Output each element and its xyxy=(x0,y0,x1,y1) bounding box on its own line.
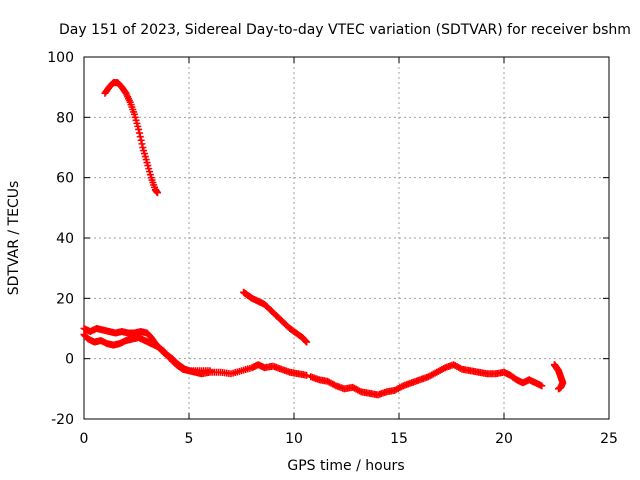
data-point xyxy=(135,129,143,137)
chart-title: Day 151 of 2023, Sidereal Day-to-day VTE… xyxy=(59,22,631,38)
data-point xyxy=(138,140,146,148)
series-arc-end xyxy=(550,361,567,393)
data-point xyxy=(302,337,310,345)
data-point xyxy=(206,367,214,375)
y-tick-label: 20 xyxy=(56,291,74,307)
y-tick-label: 0 xyxy=(65,352,74,368)
x-tick-label: 20 xyxy=(495,431,513,447)
data-point xyxy=(154,189,161,197)
x-axis-title: GPS time / hours xyxy=(287,458,404,474)
data-point xyxy=(135,125,143,133)
y-tick-label: 100 xyxy=(47,50,74,66)
grid-layer xyxy=(84,57,609,419)
data-points-layer xyxy=(80,79,567,399)
y-axis-title: SDTVAR / TECUs xyxy=(6,181,22,296)
data-point xyxy=(555,385,563,393)
x-tick-label: 25 xyxy=(600,431,618,447)
data-point xyxy=(303,371,311,379)
series-arc-mid xyxy=(240,288,311,346)
y-axis: -20 0 20 40 60 80 100 xyxy=(47,50,609,428)
y-tick-label: 80 xyxy=(56,110,74,126)
data-point xyxy=(303,338,311,346)
x-tick-label: 5 xyxy=(185,431,194,447)
x-tick-label: 0 xyxy=(80,431,89,447)
data-point xyxy=(137,136,145,144)
x-axis: 0 5 10 15 20 25 xyxy=(80,57,618,447)
series-arc-high xyxy=(101,79,161,197)
series-arc-low-c xyxy=(307,361,546,399)
y-tick-label: 60 xyxy=(56,171,74,187)
x-tick-label: 15 xyxy=(390,431,408,447)
y-tick-label: 40 xyxy=(56,231,74,247)
series-arc-low-b xyxy=(80,331,214,375)
y-tick-label: -20 xyxy=(51,412,74,428)
data-point xyxy=(538,382,546,390)
data-point xyxy=(136,133,144,141)
x-tick-label: 10 xyxy=(285,431,303,447)
